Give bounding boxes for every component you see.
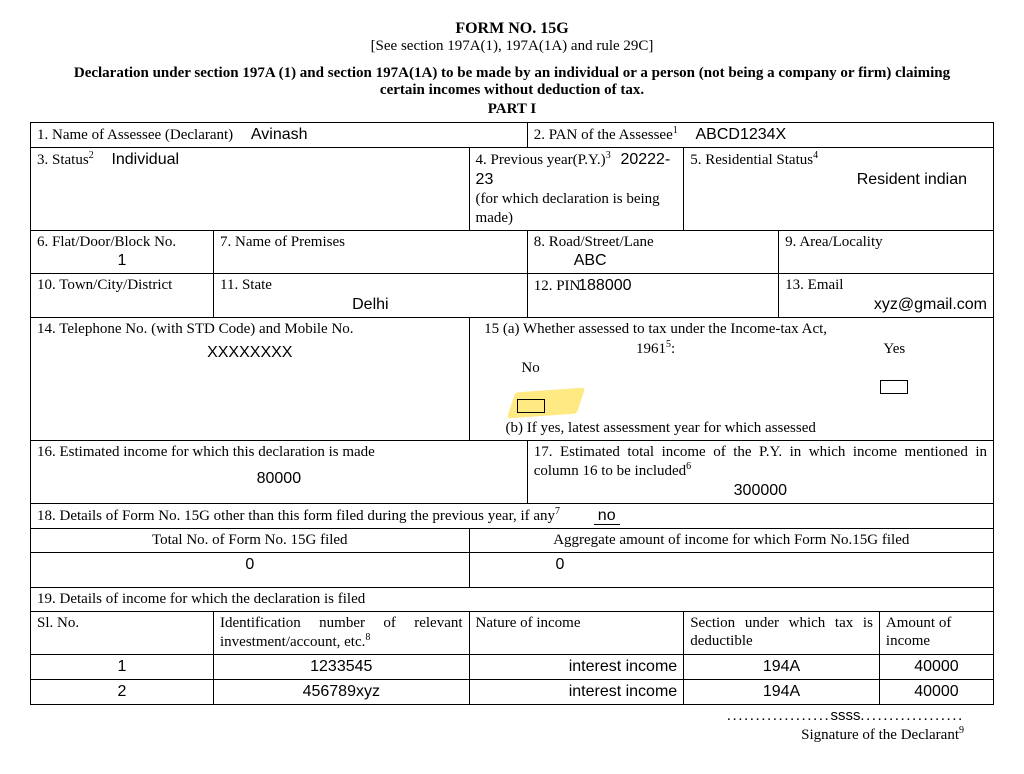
income-nature: interest income bbox=[569, 683, 678, 700]
field-14-label: 14. Telephone No. (with STD Code) and Mo… bbox=[37, 321, 354, 337]
field-5-value: Resident indian bbox=[690, 170, 987, 190]
field-13-label: 13. Email bbox=[785, 277, 843, 293]
field-4-sup: 3 bbox=[606, 150, 611, 161]
income-id: 1233545 bbox=[220, 657, 463, 677]
field-11-value: Delhi bbox=[220, 295, 521, 315]
income-id: 456789xyz bbox=[220, 682, 463, 702]
field-10: 10. Town/City/District bbox=[31, 274, 214, 318]
field-15b-label: (b) If yes, latest assessment year for w… bbox=[476, 420, 816, 436]
income-sl: 1 bbox=[118, 658, 127, 675]
field-11-label: 11. State bbox=[220, 277, 272, 293]
field-8: 8. Road/Street/Lane ABC bbox=[527, 230, 778, 274]
field-3: 3. Status2 Individual bbox=[31, 148, 470, 231]
signature-label: Signature of the Declarant bbox=[801, 727, 959, 743]
field-9-label: 9. Area/Locality bbox=[785, 234, 882, 250]
field-17-sup: 6 bbox=[686, 461, 691, 472]
field-14-value: XXXXXXXX bbox=[37, 343, 463, 363]
field-15a-colon: : bbox=[671, 341, 675, 357]
field-8-label: 8. Road/Street/Lane bbox=[534, 234, 654, 250]
field-19-h4: Section under which tax is deductible bbox=[684, 611, 880, 655]
field-5-sup: 4 bbox=[813, 150, 818, 161]
field-17-value: 300000 bbox=[534, 481, 987, 501]
field-16: 16. Estimated income for which this decl… bbox=[31, 440, 528, 504]
field-4: 4. Previous year(P.Y.)3 20222-23 (for wh… bbox=[469, 148, 684, 231]
field-4-label-b: (for which declaration is being made) bbox=[476, 191, 660, 226]
field-3-value: Individual bbox=[111, 151, 179, 168]
declaration-text: Declaration under section 197A (1) and s… bbox=[70, 65, 954, 99]
field-1: 1. Name of Assessee (Declarant) Avinash bbox=[31, 123, 528, 148]
see-section: [See section 197A(1), 197A(1A) and rule … bbox=[371, 38, 654, 54]
signature-sup: 9 bbox=[959, 725, 964, 736]
field-9: 9. Area/Locality bbox=[779, 230, 994, 274]
field-7-label: 7. Name of Premises bbox=[220, 234, 345, 250]
income-sl: 2 bbox=[118, 683, 127, 700]
field-2-label: 2. PAN of the Assessee bbox=[534, 127, 673, 143]
field-19-h5: Amount of income bbox=[879, 611, 993, 655]
field-13: 13. Email xyz@gmail.com bbox=[779, 274, 994, 318]
income-amount: 40000 bbox=[886, 657, 987, 677]
field-12: 12. PIN 188000 bbox=[527, 274, 778, 318]
field-5: 5. Residential Status4 Resident indian bbox=[684, 148, 994, 231]
field-10-label: 10. Town/City/District bbox=[37, 277, 172, 293]
income-section: 194A bbox=[690, 657, 873, 677]
checkbox-no[interactable] bbox=[517, 399, 545, 413]
field-3-label: 3. Status bbox=[37, 152, 89, 168]
field-4-label-a: 4. Previous year(P.Y.) bbox=[476, 152, 606, 168]
field-18-col1-label: Total No. of Form No. 15G filed bbox=[31, 529, 470, 553]
signature-dots-2: .................. bbox=[861, 708, 965, 724]
form-table: 1. Name of Assessee (Declarant) Avinash … bbox=[30, 122, 994, 705]
income-row: 1 1233545 interest income 194A 40000 bbox=[31, 655, 994, 680]
field-17: 17. Estimated total income of the P.Y. i… bbox=[527, 440, 993, 504]
field-18-val2: 0 bbox=[476, 555, 987, 575]
income-section: 194A bbox=[690, 682, 873, 702]
field-19-h2: Identification number of relevant invest… bbox=[214, 611, 470, 655]
field-2-sup: 1 bbox=[673, 125, 678, 136]
field-14: 14. Telephone No. (with STD Code) and Mo… bbox=[31, 318, 470, 441]
field-15a-label: 15 (a) Whether assessed to tax under the… bbox=[484, 321, 827, 357]
field-12-value: 188000 bbox=[578, 277, 631, 294]
field-3-sup: 2 bbox=[89, 150, 94, 161]
form-number: FORM NO. 15G bbox=[455, 20, 568, 37]
field-8-value: ABC bbox=[534, 251, 772, 271]
field-18-label: 18. Details of Form No. 15G other than t… bbox=[37, 508, 555, 524]
field-19: 19. Details of income for which the decl… bbox=[31, 587, 994, 611]
field-15a: 15 (a) Whether assessed to tax under the… bbox=[469, 318, 993, 417]
field-1-label: 1. Name of Assessee (Declarant) bbox=[37, 127, 233, 143]
field-16-label: 16. Estimated income for which this decl… bbox=[37, 444, 375, 460]
field-19-h1: Sl. No. bbox=[31, 611, 214, 655]
field-18-val1: 0 bbox=[37, 555, 463, 575]
field-12-label: 12. PIN bbox=[534, 278, 581, 294]
signature-ssss: ssss bbox=[831, 707, 861, 724]
field-18-value: no bbox=[594, 507, 620, 525]
field-15b: (b) If yes, latest assessment year for w… bbox=[469, 417, 993, 440]
income-amount: 40000 bbox=[886, 682, 987, 702]
field-1-value: Avinash bbox=[251, 126, 308, 143]
signature-dots: .................. bbox=[727, 708, 831, 724]
field-2-value: ABCD1234X bbox=[695, 126, 786, 143]
signature-block: ..................ssss..................… bbox=[30, 707, 994, 744]
field-19-h3: Nature of income bbox=[469, 611, 684, 655]
field-2: 2. PAN of the Assessee1 ABCD1234X bbox=[527, 123, 993, 148]
field-16-value: 80000 bbox=[37, 469, 521, 489]
field-18: 18. Details of Form No. 15G other than t… bbox=[31, 504, 994, 529]
income-row: 2 456789xyz interest income 194A 40000 bbox=[31, 680, 994, 705]
field-15-no-label: No bbox=[476, 359, 586, 378]
income-nature: interest income bbox=[569, 658, 678, 675]
field-5-label: 5. Residential Status bbox=[690, 152, 813, 168]
field-15-yes-label: Yes bbox=[839, 340, 949, 359]
field-7: 7. Name of Premises bbox=[214, 230, 528, 274]
field-6-label: 6. Flat/Door/Block No. bbox=[37, 234, 176, 250]
field-18-col2-label: Aggregate amount of income for which For… bbox=[469, 529, 993, 553]
field-18-sup: 7 bbox=[555, 506, 560, 517]
field-13-value: xyz@gmail.com bbox=[785, 295, 987, 315]
field-11: 11. State Delhi bbox=[214, 274, 528, 318]
field-19-h2-sup: 8 bbox=[365, 632, 370, 643]
checkbox-yes[interactable] bbox=[880, 380, 908, 394]
field-6: 6. Flat/Door/Block No. 1 bbox=[31, 230, 214, 274]
field-17-label: 17. Estimated total income of the P.Y. i… bbox=[534, 444, 987, 480]
field-19-h2-text: Identification number of relevant invest… bbox=[220, 615, 463, 651]
field-6-value: 1 bbox=[37, 251, 207, 271]
part-label: PART I bbox=[30, 101, 994, 118]
